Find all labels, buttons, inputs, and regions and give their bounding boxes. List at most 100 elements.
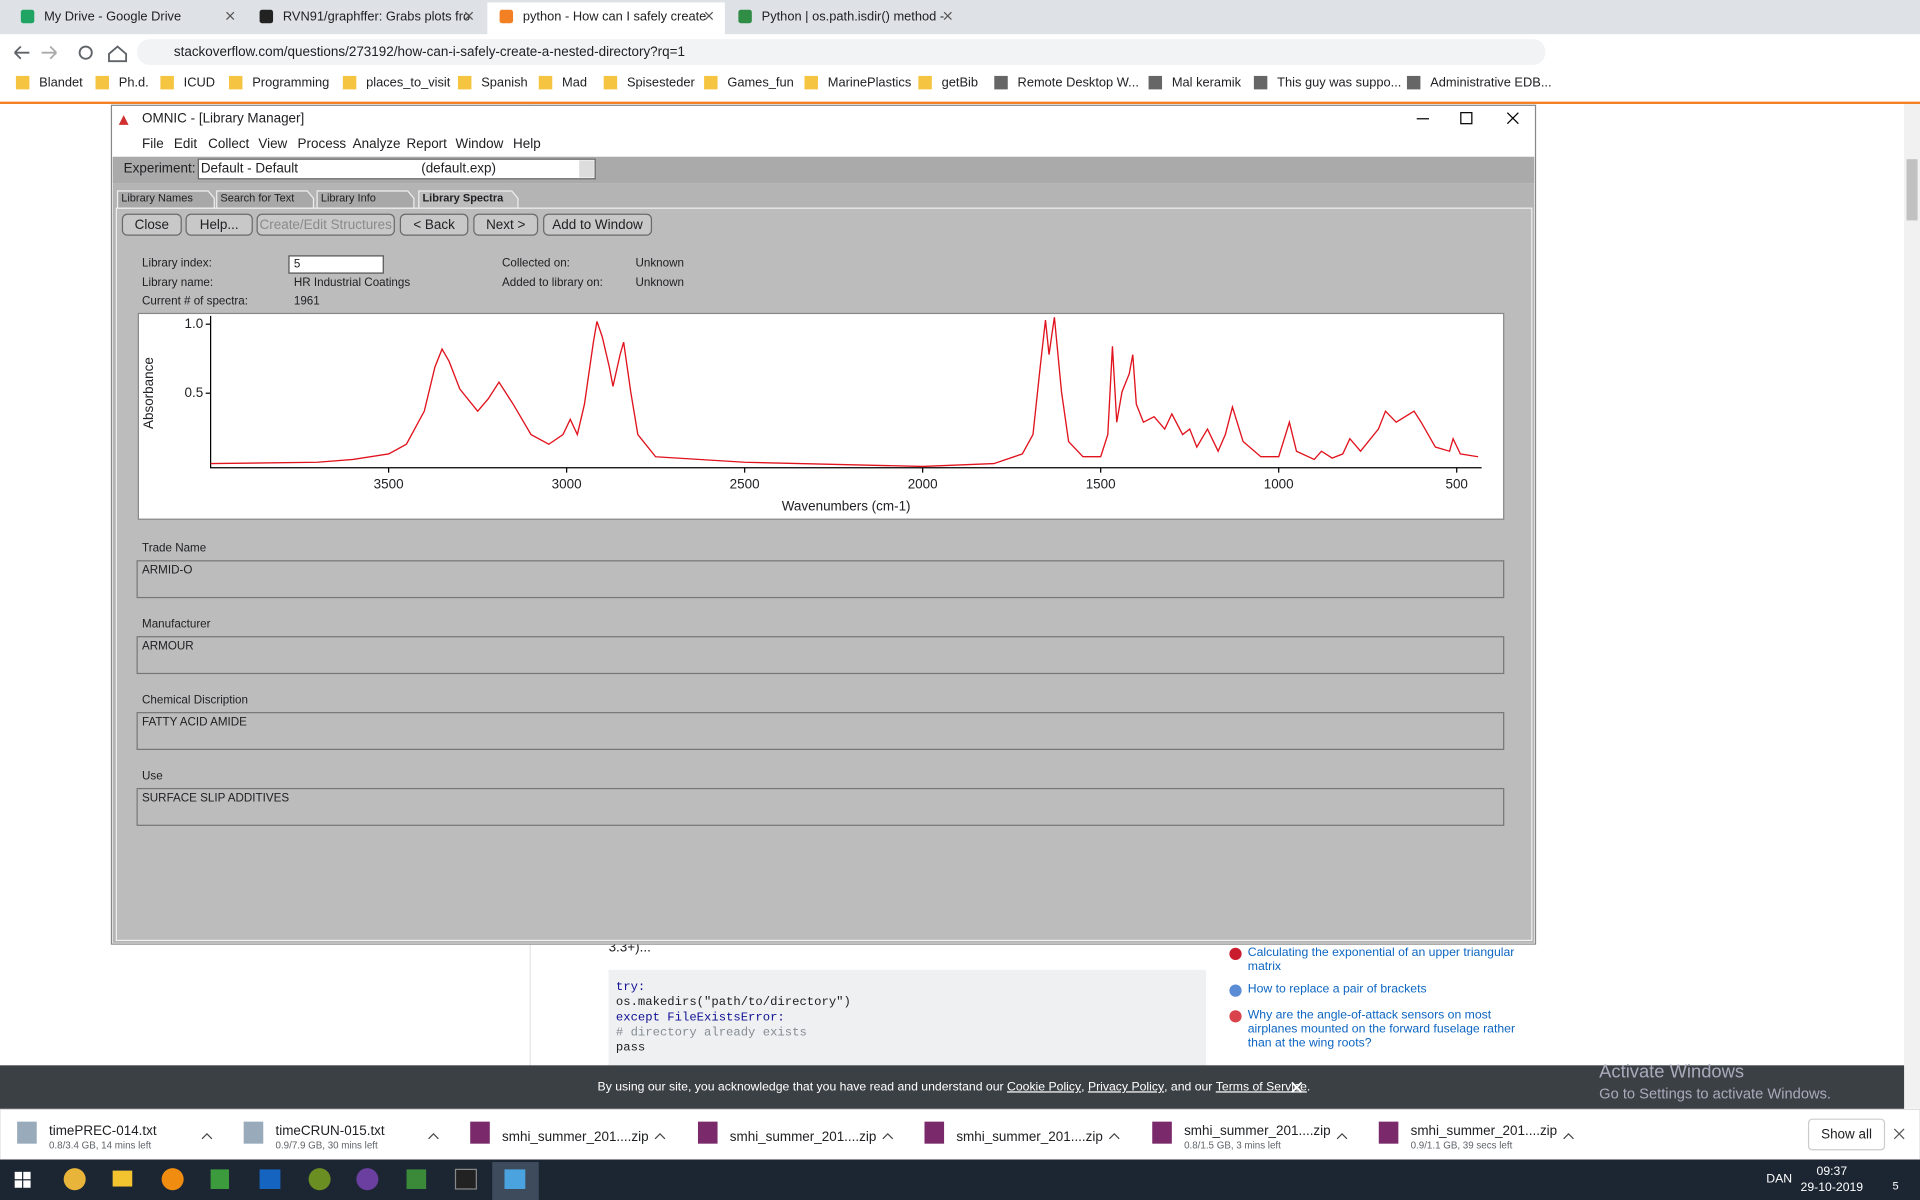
bookmark-icon[interactable] xyxy=(704,75,718,90)
related-link[interactable]: airplanes mounted on the forward fuselag… xyxy=(1248,1021,1515,1035)
tab-icon[interactable] xyxy=(738,9,752,24)
bookmark[interactable]: Remote Desktop W... xyxy=(1018,75,1139,90)
button[interactable] xyxy=(121,213,182,236)
bookmark-icon[interactable] xyxy=(15,75,30,90)
address-bar[interactable] xyxy=(137,39,1546,65)
button[interactable] xyxy=(256,213,395,236)
tab-label[interactable]: Search for Text xyxy=(220,192,294,204)
download-icon[interactable] xyxy=(1378,1121,1399,1144)
tab-label[interactable]: Library Spectra xyxy=(422,192,504,204)
bookmark[interactable]: This guy was suppo... xyxy=(1277,75,1401,90)
bookmark[interactable]: Spisesteder xyxy=(627,75,696,90)
download-menu[interactable] xyxy=(1563,1133,1574,1140)
related-link[interactable]: matrix xyxy=(1248,959,1281,973)
tab[interactable] xyxy=(216,190,315,209)
download-icon[interactable] xyxy=(1152,1121,1172,1144)
bookmark[interactable]: Administrative EDB... xyxy=(1430,75,1551,90)
index-input[interactable] xyxy=(288,255,384,274)
tab-label[interactable]: Library Info xyxy=(321,192,376,204)
related-link[interactable]: than at the wing roots? xyxy=(1248,1035,1372,1049)
language[interactable]: DAN xyxy=(1766,1171,1792,1185)
privacy-link[interactable]: Privacy Policy xyxy=(1088,1080,1165,1094)
download-name[interactable]: smhi_summer_201....zip xyxy=(1184,1123,1331,1138)
download-icon[interactable] xyxy=(697,1121,718,1144)
download-name[interactable]: timePREC-014.txt xyxy=(49,1123,157,1138)
tab-close[interactable] xyxy=(464,11,474,21)
download-icon[interactable] xyxy=(924,1121,945,1144)
bookmark[interactable]: getBib xyxy=(942,75,978,90)
tab-close[interactable] xyxy=(943,11,952,21)
bookmark[interactable]: Mad xyxy=(562,75,587,90)
button-label[interactable]: Add to Window xyxy=(552,217,643,232)
button-label[interactable]: Help... xyxy=(200,217,239,232)
bookmark-icon[interactable] xyxy=(342,75,357,90)
button-label[interactable]: < Back xyxy=(413,217,455,232)
menu-item[interactable]: Process xyxy=(298,136,347,151)
button-label[interactable]: Create/Edit Structures xyxy=(260,217,393,232)
cookie-close[interactable] xyxy=(1291,1081,1303,1093)
menu-item[interactable]: Report xyxy=(407,136,448,151)
button[interactable] xyxy=(473,213,539,236)
menu-item[interactable]: Analyze xyxy=(353,136,401,151)
related-link[interactable]: Why are the angle-of-attack sensors on m… xyxy=(1248,1007,1492,1021)
tab-title[interactable]: My Drive - Google Drive xyxy=(44,9,181,24)
notification-count[interactable]: 5 xyxy=(1892,1180,1898,1192)
bookmark[interactable]: places_to_visit xyxy=(366,75,451,90)
bookmark-icon[interactable] xyxy=(804,75,818,90)
tab-close[interactable] xyxy=(704,11,714,21)
download-menu[interactable] xyxy=(882,1133,894,1140)
tab[interactable] xyxy=(316,190,415,209)
window-controls[interactable] xyxy=(1416,112,1519,125)
tab[interactable] xyxy=(418,190,519,209)
scroll-thumb[interactable] xyxy=(1906,159,1918,221)
menu-item[interactable]: View xyxy=(258,136,287,151)
menu-item[interactable]: Window xyxy=(456,136,504,151)
related-link[interactable]: How to replace a pair of brackets xyxy=(1248,982,1427,996)
button[interactable] xyxy=(543,213,653,236)
button[interactable] xyxy=(399,213,469,236)
menu-item[interactable]: Collect xyxy=(208,136,249,151)
show-all-button[interactable] xyxy=(1807,1118,1886,1151)
download-menu[interactable] xyxy=(1108,1133,1120,1140)
bookmark-icon[interactable] xyxy=(228,75,243,90)
download-name[interactable]: smhi_summer_201....zip xyxy=(730,1129,877,1144)
bookmark[interactable]: ICUD xyxy=(184,75,215,90)
bookmark[interactable]: MarinePlastics xyxy=(828,75,912,90)
bookmark[interactable]: Mal keramik xyxy=(1172,75,1242,90)
bookmark-icon[interactable] xyxy=(160,75,174,90)
download-name[interactable]: timeCRUN-015.txt xyxy=(276,1123,385,1138)
bookmark[interactable]: Programming xyxy=(252,75,329,90)
bookmark[interactable]: Blandet xyxy=(39,75,83,90)
tab-title[interactable]: Python | os.path.isdir() method - xyxy=(762,9,945,24)
download-menu[interactable] xyxy=(201,1133,213,1140)
button-label[interactable]: Close xyxy=(135,217,169,232)
tab-title[interactable]: python - How can I safely create xyxy=(523,9,706,24)
download-menu[interactable] xyxy=(428,1133,439,1140)
tab-icon[interactable] xyxy=(20,9,35,24)
tab-icon[interactable] xyxy=(499,9,514,24)
bookmark-icon[interactable] xyxy=(603,75,618,90)
bookmark-icon[interactable] xyxy=(1406,75,1421,90)
show-all[interactable]: Show all xyxy=(1821,1127,1872,1142)
button-label[interactable]: Next > xyxy=(486,217,525,232)
tab-icon[interactable] xyxy=(259,9,274,24)
cookie-link[interactable]: Cookie Policy xyxy=(1007,1080,1082,1094)
download-menu[interactable] xyxy=(1336,1133,1348,1140)
url[interactable]: stackoverflow.com/questions/273192/how-c… xyxy=(174,44,685,59)
clock-date[interactable]: 29-10-2019 xyxy=(1801,1180,1864,1194)
bookmark[interactable]: Ph.d. xyxy=(119,75,149,90)
bookmark-icon[interactable] xyxy=(1148,75,1163,90)
bookmark[interactable]: Games_fun xyxy=(727,75,793,90)
download-name[interactable]: smhi_summer_201....zip xyxy=(956,1129,1103,1144)
tab[interactable] xyxy=(116,190,215,209)
menu-item[interactable]: Help xyxy=(513,136,541,151)
clock-time[interactable]: 09:37 xyxy=(1817,1164,1848,1178)
related-link[interactable]: Calculating the exponential of an upper … xyxy=(1248,945,1515,959)
download-name[interactable]: smhi_summer_201....zip xyxy=(502,1129,649,1144)
dropdown-arrow[interactable] xyxy=(579,160,594,178)
button[interactable] xyxy=(185,213,253,236)
download-menu[interactable] xyxy=(654,1133,666,1140)
terms-link[interactable]: Terms of Service xyxy=(1216,1080,1307,1094)
downloads-close[interactable] xyxy=(1893,1128,1905,1140)
taskbar-icons[interactable] xyxy=(14,1162,539,1200)
